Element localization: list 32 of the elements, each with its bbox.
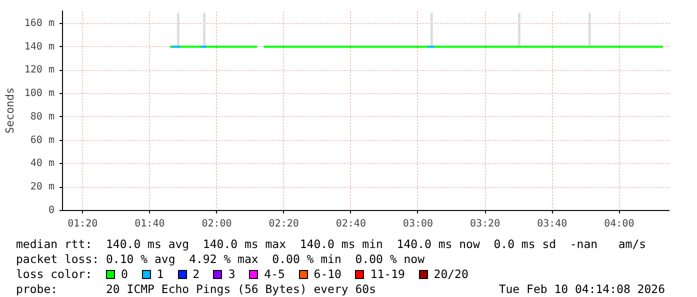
legend-title: loss color:	[16, 267, 92, 281]
legend-label: 4-5	[264, 267, 285, 281]
x-tick-label: 01:20	[68, 218, 98, 230]
y-tick-label: 160 m	[24, 18, 55, 29]
legend-label: 20/20	[434, 267, 468, 281]
legend-label: 6-10	[314, 267, 342, 281]
x-tick-label: 02:20	[268, 218, 299, 230]
y-tick-label: 0	[48, 205, 55, 216]
x-tick-label: 02:40	[336, 218, 366, 230]
legend-label: 11-19	[370, 267, 405, 281]
x-tick-label: 03:40	[537, 218, 568, 230]
text: Tue Feb 10 04:14:08 2026	[498, 282, 665, 297]
y-tick-label: 60 m	[30, 134, 55, 146]
text: probe: 20 ICMP Echo Pings (56 Bytes) every 60s	[16, 282, 376, 296]
x-tick-label: 02:00	[202, 218, 232, 230]
y-axis-title: Seconds	[3, 87, 16, 134]
y-tick-label: 80 m	[30, 111, 55, 122]
y-tick-label: 20 m	[30, 182, 55, 193]
y-tick-label: 40 m	[30, 158, 55, 170]
text: packet loss: 0.10 % avg 4.92 % max 0.00 % min 0.00 % now	[16, 252, 424, 266]
x-tick-label: 03:00	[402, 218, 434, 230]
legend-label: 2	[192, 267, 200, 281]
y-tick-label: 100 m	[24, 88, 55, 100]
legend-label: 3	[228, 267, 236, 281]
y-tick-label: 140 m	[24, 41, 55, 52]
x-tick-label: 01:40	[134, 218, 165, 230]
x-tick-label: 03:20	[470, 218, 500, 230]
legend-label: 0	[121, 267, 128, 281]
x-tick-label: 04:00	[604, 218, 634, 230]
text: median rtt: 140.0 ms avg 140.0 ms max 140.0 ms min 140.0 ms now 0.0 ms sd -nan am/s	[16, 237, 646, 251]
y-tick-label: 120 m	[24, 64, 55, 76]
legend-label: 1	[156, 267, 164, 281]
